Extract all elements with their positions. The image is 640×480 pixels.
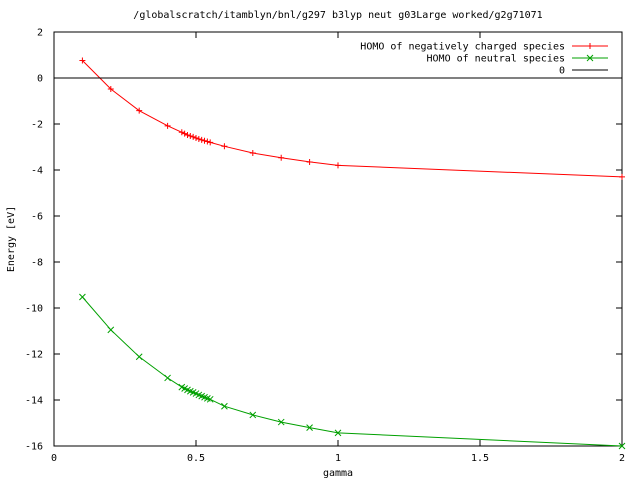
- plot-frame: [53, 31, 623, 447]
- data-point: [136, 107, 143, 114]
- data-point: [221, 143, 228, 150]
- y-tick-label: -12: [25, 350, 43, 361]
- y-tick-label: -8: [31, 258, 43, 269]
- legend-label: HOMO of neutral species: [427, 54, 565, 65]
- data-point: [181, 130, 188, 137]
- series-line: [82, 296, 623, 447]
- y-tick-label: 2: [37, 28, 43, 39]
- chart-title: /globalscratch/itamblyn/bnl/g297 b3lyp n…: [133, 10, 542, 21]
- data-point: [249, 149, 256, 156]
- legend-label: 0: [559, 66, 565, 77]
- y-tick-label: 0: [37, 74, 43, 85]
- data-point: [79, 57, 86, 64]
- series-0: [79, 57, 625, 180]
- data-point: [619, 173, 625, 180]
- y-tick-label: -16: [25, 442, 43, 453]
- x-tick-label: 1: [335, 453, 341, 464]
- data-point: [587, 43, 593, 49]
- data-point: [335, 162, 341, 169]
- data-point: [195, 135, 202, 142]
- axes: 0 0.5 1 1.5 2 2 0 -2 -4 -6 -8 -10 -12 -14 -16: [25, 28, 625, 465]
- x-tick-label: 1.5: [471, 453, 489, 464]
- data-point: [178, 129, 185, 136]
- data-point: [334, 429, 342, 437]
- data-point: [184, 132, 191, 139]
- data-point: [164, 122, 171, 129]
- data-point: [207, 139, 214, 146]
- x-tick-label: 0.5: [187, 453, 205, 464]
- data-point: [164, 374, 171, 382]
- data-point: [249, 411, 257, 419]
- x-axis-label: gamma: [323, 468, 353, 479]
- y-axis-label: Energy [eV]: [6, 206, 17, 272]
- data-point: [187, 132, 194, 139]
- y-tick-label: -14: [25, 396, 43, 407]
- data-point: [306, 158, 313, 165]
- data-point: [201, 137, 208, 144]
- series-1: [79, 293, 626, 450]
- x-tick-label: 2: [619, 453, 625, 464]
- data-point: [193, 135, 199, 142]
- series-layer: [54, 57, 626, 450]
- data-point: [306, 424, 313, 431]
- data-point: [107, 86, 114, 93]
- data-point: [198, 136, 205, 143]
- y-tick-label: -6: [31, 212, 43, 223]
- data-point: [221, 402, 228, 410]
- data-point: [135, 353, 143, 361]
- data-point: [206, 395, 214, 403]
- data-point: [107, 326, 115, 334]
- data-point: [278, 154, 285, 161]
- data-point: [204, 138, 211, 145]
- data-point: [618, 442, 626, 450]
- y-tick-label: -2: [31, 120, 43, 131]
- y-tick-label: -10: [25, 304, 43, 315]
- data-point: [277, 418, 285, 426]
- data-point: [79, 293, 86, 301]
- data-point: [190, 133, 197, 140]
- y-tick-label: -4: [31, 166, 43, 177]
- data-point: [586, 54, 594, 62]
- legend-label: HOMO of negatively charged species: [360, 42, 565, 53]
- x-tick-label: 0: [51, 453, 57, 464]
